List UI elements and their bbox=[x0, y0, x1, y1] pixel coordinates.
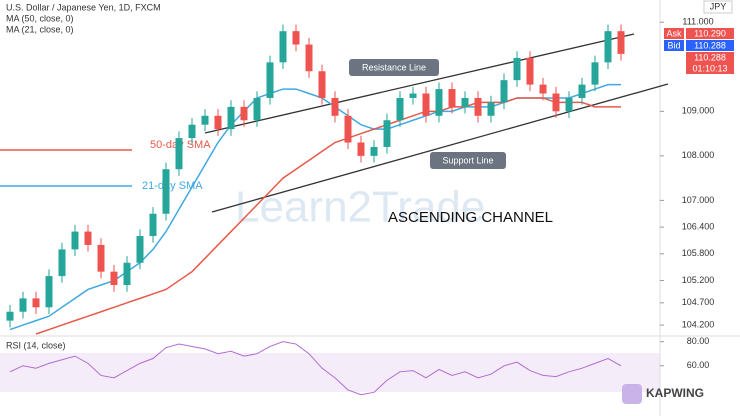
rsi-title: RSI (14, close) bbox=[6, 340, 66, 350]
bid-price: 110.288 bbox=[694, 40, 726, 50]
candle-body bbox=[422, 93, 430, 116]
candle-body bbox=[318, 71, 326, 98]
pattern-label: ASCENDING CHANNEL bbox=[388, 209, 553, 226]
sma21-label: 21-day SMA bbox=[142, 180, 203, 192]
candle-body bbox=[58, 249, 66, 277]
ask-box bbox=[686, 28, 734, 39]
candle-body bbox=[396, 97, 404, 121]
resistance-label: Resistance Line bbox=[362, 62, 426, 72]
y-tick-label: 60.00 bbox=[687, 360, 710, 370]
candle-body bbox=[513, 57, 521, 81]
chart-title: U.S. Dollar / Japanese Yen, 1D, FXCM bbox=[6, 2, 161, 12]
brand-icon bbox=[622, 384, 642, 404]
ask-label: Ask bbox=[666, 28, 682, 38]
candle-body bbox=[305, 44, 313, 72]
y-tick-label: 111.000 bbox=[682, 17, 713, 27]
candle-body bbox=[409, 93, 417, 98]
candle-body bbox=[617, 31, 625, 54]
bid-label: Bid bbox=[667, 40, 680, 50]
candle-body bbox=[552, 93, 560, 112]
candle-body bbox=[6, 311, 14, 321]
y-tick-label: 104.700 bbox=[682, 297, 715, 307]
candle-body bbox=[123, 262, 131, 286]
candle-body bbox=[487, 102, 495, 116]
last-price: 110.288 bbox=[694, 52, 726, 62]
candle-body bbox=[214, 115, 222, 130]
candle-body bbox=[45, 276, 53, 308]
candle-body bbox=[344, 115, 352, 143]
y-tick-label: 80.00 bbox=[687, 336, 710, 346]
countdown: 01:10:13 bbox=[692, 63, 727, 73]
y-tick-label: 106.400 bbox=[682, 221, 715, 231]
y-tick-label: 108.000 bbox=[682, 150, 715, 160]
candle-body bbox=[604, 31, 612, 63]
y-tick-label: 109.000 bbox=[682, 106, 715, 116]
bid-box bbox=[686, 40, 734, 51]
candle-body bbox=[175, 138, 183, 170]
candle-body bbox=[162, 169, 170, 214]
candle-body bbox=[331, 97, 339, 116]
legend-ma50: MA (50, close, 0) bbox=[6, 13, 74, 23]
y-tick-label: 104.200 bbox=[682, 319, 715, 329]
candle-body bbox=[279, 31, 287, 63]
candle-body bbox=[253, 97, 261, 121]
candle-body bbox=[201, 115, 209, 125]
currency-box bbox=[703, 0, 733, 14]
candle-body bbox=[461, 97, 469, 107]
candle-body bbox=[136, 236, 144, 263]
candle-body bbox=[227, 106, 235, 130]
candle-body bbox=[539, 84, 547, 94]
line-series bbox=[35, 97, 621, 335]
candle-body bbox=[97, 244, 105, 272]
candle-body bbox=[435, 89, 443, 116]
candle-body bbox=[565, 97, 573, 112]
candle-body bbox=[474, 97, 482, 116]
candle-body bbox=[110, 271, 118, 286]
rsi-band bbox=[0, 353, 660, 392]
candle-body bbox=[591, 62, 599, 85]
candle-body bbox=[32, 298, 40, 308]
currency: JPY bbox=[710, 1, 727, 11]
candle-body bbox=[240, 106, 248, 121]
candle-body bbox=[357, 142, 365, 156]
ask-tag bbox=[664, 28, 684, 39]
resistance-line bbox=[204, 33, 635, 134]
ask-price: 110.290 bbox=[694, 28, 726, 38]
candle-body bbox=[188, 124, 196, 139]
candle-body bbox=[19, 298, 27, 312]
brand: KAPWING bbox=[646, 386, 704, 400]
candle-body bbox=[448, 89, 456, 107]
y-tick-label: 105.800 bbox=[682, 248, 715, 258]
candle-body bbox=[370, 146, 378, 156]
candle-body bbox=[578, 84, 586, 98]
candle-body bbox=[292, 31, 300, 45]
last-box bbox=[686, 52, 734, 74]
candle-body bbox=[266, 62, 274, 98]
candle-body bbox=[526, 57, 534, 85]
support-label: Support Line bbox=[442, 155, 493, 165]
candle-body bbox=[84, 231, 92, 245]
candle-body bbox=[149, 213, 157, 237]
legend-ma21: MA (21, close, 0) bbox=[6, 24, 74, 34]
candle-body bbox=[500, 80, 508, 103]
y-tick-label: 105.200 bbox=[682, 275, 715, 285]
resistance-tag bbox=[349, 59, 439, 76]
watermark: Learn2Trade bbox=[235, 183, 485, 232]
y-tick-label: 107.000 bbox=[682, 195, 715, 205]
candle-body bbox=[71, 231, 79, 250]
bid-tag bbox=[664, 40, 684, 51]
candle-body bbox=[383, 120, 391, 147]
line-series bbox=[9, 341, 622, 396]
support-tag bbox=[430, 152, 506, 169]
